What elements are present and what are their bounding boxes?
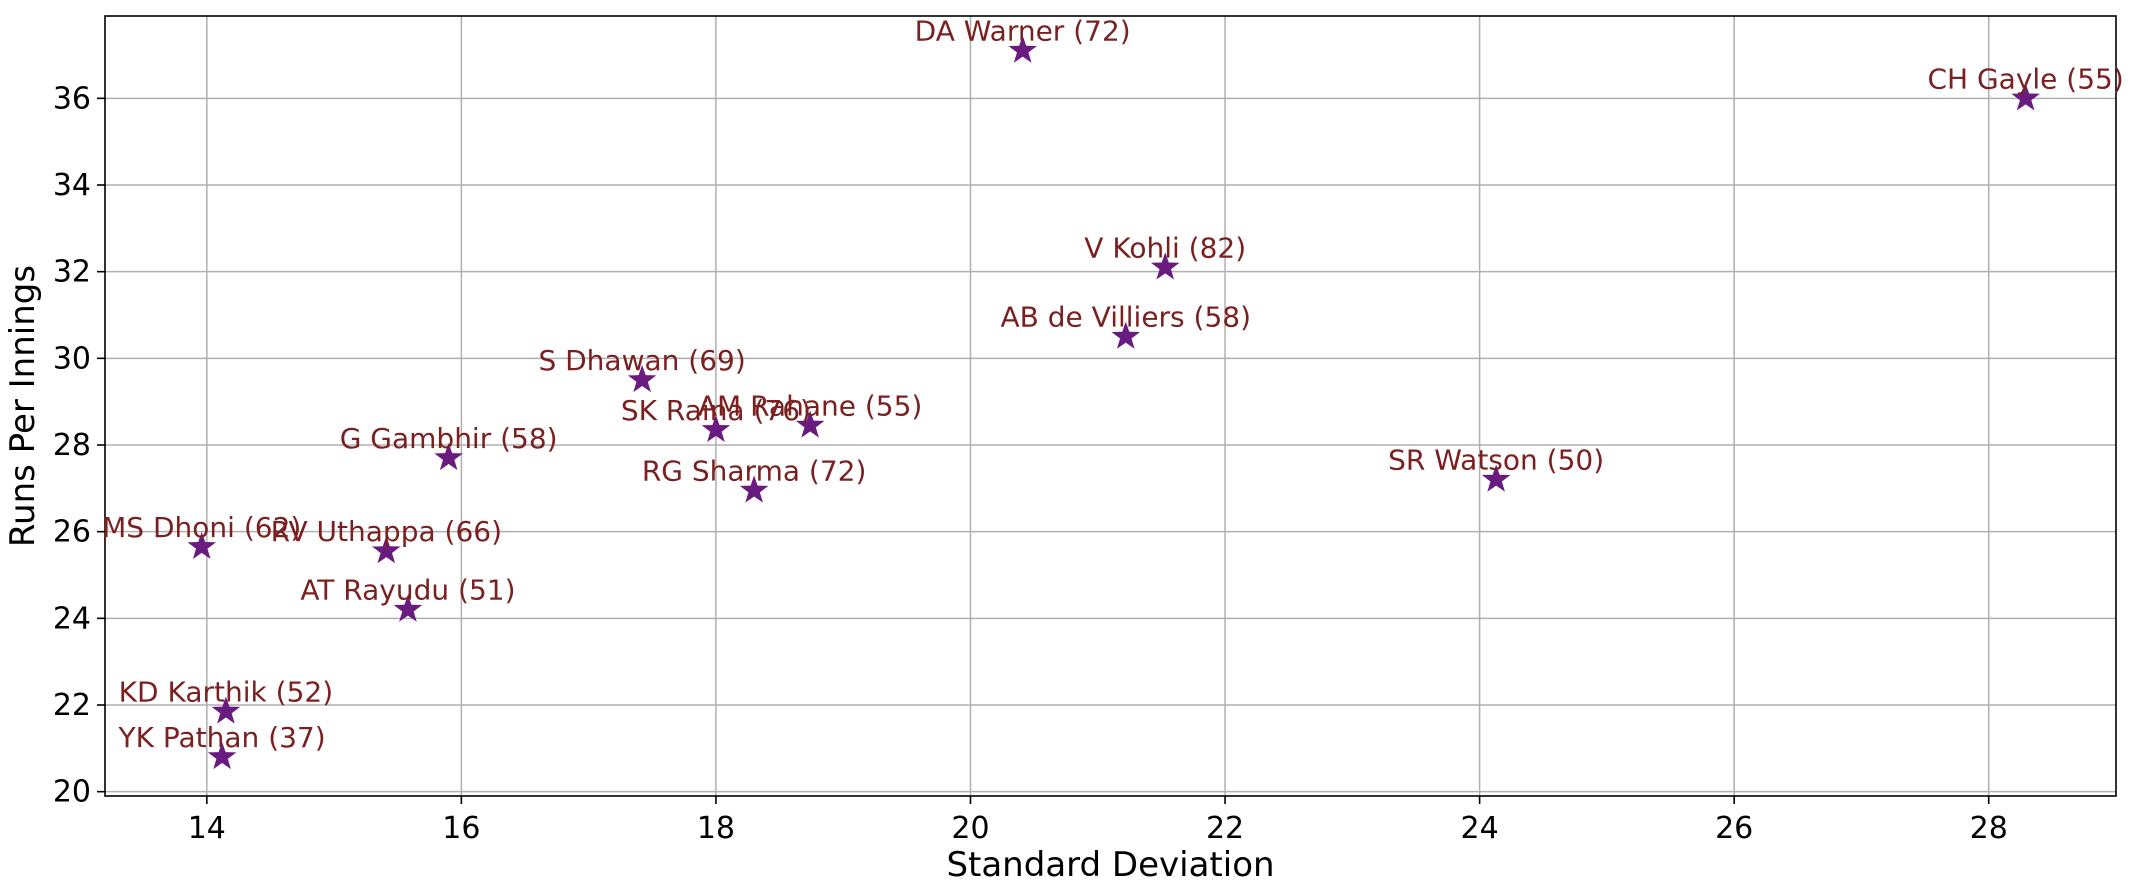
point-label: CH Gayle (55) (1927, 62, 2123, 95)
data-point-star (211, 696, 241, 724)
y-axis-label: Runs Per Innings (3, 265, 43, 547)
data-point-star (207, 742, 237, 770)
point-label: RG Sharma (72) (642, 455, 867, 488)
x-tick-label: 14 (188, 811, 226, 846)
x-tick-label: 24 (1461, 811, 1499, 846)
point-label: RV Uthappa (66) (271, 515, 502, 548)
grid (105, 16, 2116, 796)
data-point-star (187, 531, 216, 559)
y-tick-label: 22 (53, 688, 91, 723)
data-point-star (434, 443, 463, 471)
x-tick-label: 26 (1715, 811, 1753, 846)
y-tick-label: 36 (53, 81, 91, 116)
y-tick-label: 28 (53, 428, 91, 463)
point-label: AM Rahane (55) (698, 390, 922, 423)
data-point-star (795, 410, 825, 438)
data-point-star (627, 365, 657, 393)
data-point-star (1111, 321, 1141, 349)
point-label: MS Dhoni (62) (102, 511, 301, 544)
point-label: G Gambhir (58) (340, 422, 558, 455)
point-label: SR Watson (50) (1388, 444, 1604, 477)
y-tick-label: 32 (53, 255, 91, 290)
data-point-star (1150, 252, 1180, 280)
point-label: S Dhawan (69) (538, 344, 745, 377)
data-point-star (739, 475, 769, 503)
data-point-star (393, 594, 423, 622)
point-label: V Kohli (82) (1084, 231, 1246, 264)
y-tick-label: 34 (53, 168, 91, 203)
data-point-star (1008, 35, 1037, 63)
point-label: DA Warner (72) (915, 15, 1131, 48)
data-points (187, 35, 2040, 770)
x-tick-label: 22 (1206, 811, 1244, 846)
x-tick-label: 16 (442, 811, 480, 846)
point-label: SK Raina (76) (621, 394, 811, 427)
axis-ticks: 14 16 18 20 22 24 26 28 20 22 24 26 28 30 32 34 36 (53, 81, 2008, 846)
x-tick-label: 28 (1970, 811, 2008, 846)
point-label: AB de Villiers (58) (1001, 301, 1252, 334)
x-tick-label: 20 (951, 811, 989, 846)
data-point-star (372, 536, 401, 564)
x-axis-label: Standard Deviation (946, 845, 1274, 885)
point-label: YK Pathan (37) (118, 721, 326, 754)
y-tick-label: 26 (53, 515, 91, 550)
data-point-star (2011, 83, 2040, 111)
plot-area-frame (104, 15, 2117, 797)
point-label: AT Rayudu (51) (300, 574, 515, 607)
data-point-star (1481, 464, 1511, 492)
y-tick-label: 20 (53, 775, 91, 810)
y-tick-label: 24 (53, 601, 91, 636)
y-tick-label: 30 (53, 341, 91, 376)
data-point-star (701, 414, 731, 442)
x-tick-label: 18 (697, 811, 735, 846)
point-labels: DA Warner (72) CH Gayle (55) V Kohli (82) A… (102, 15, 2124, 754)
point-label: KD Karthik (52) (119, 676, 333, 709)
